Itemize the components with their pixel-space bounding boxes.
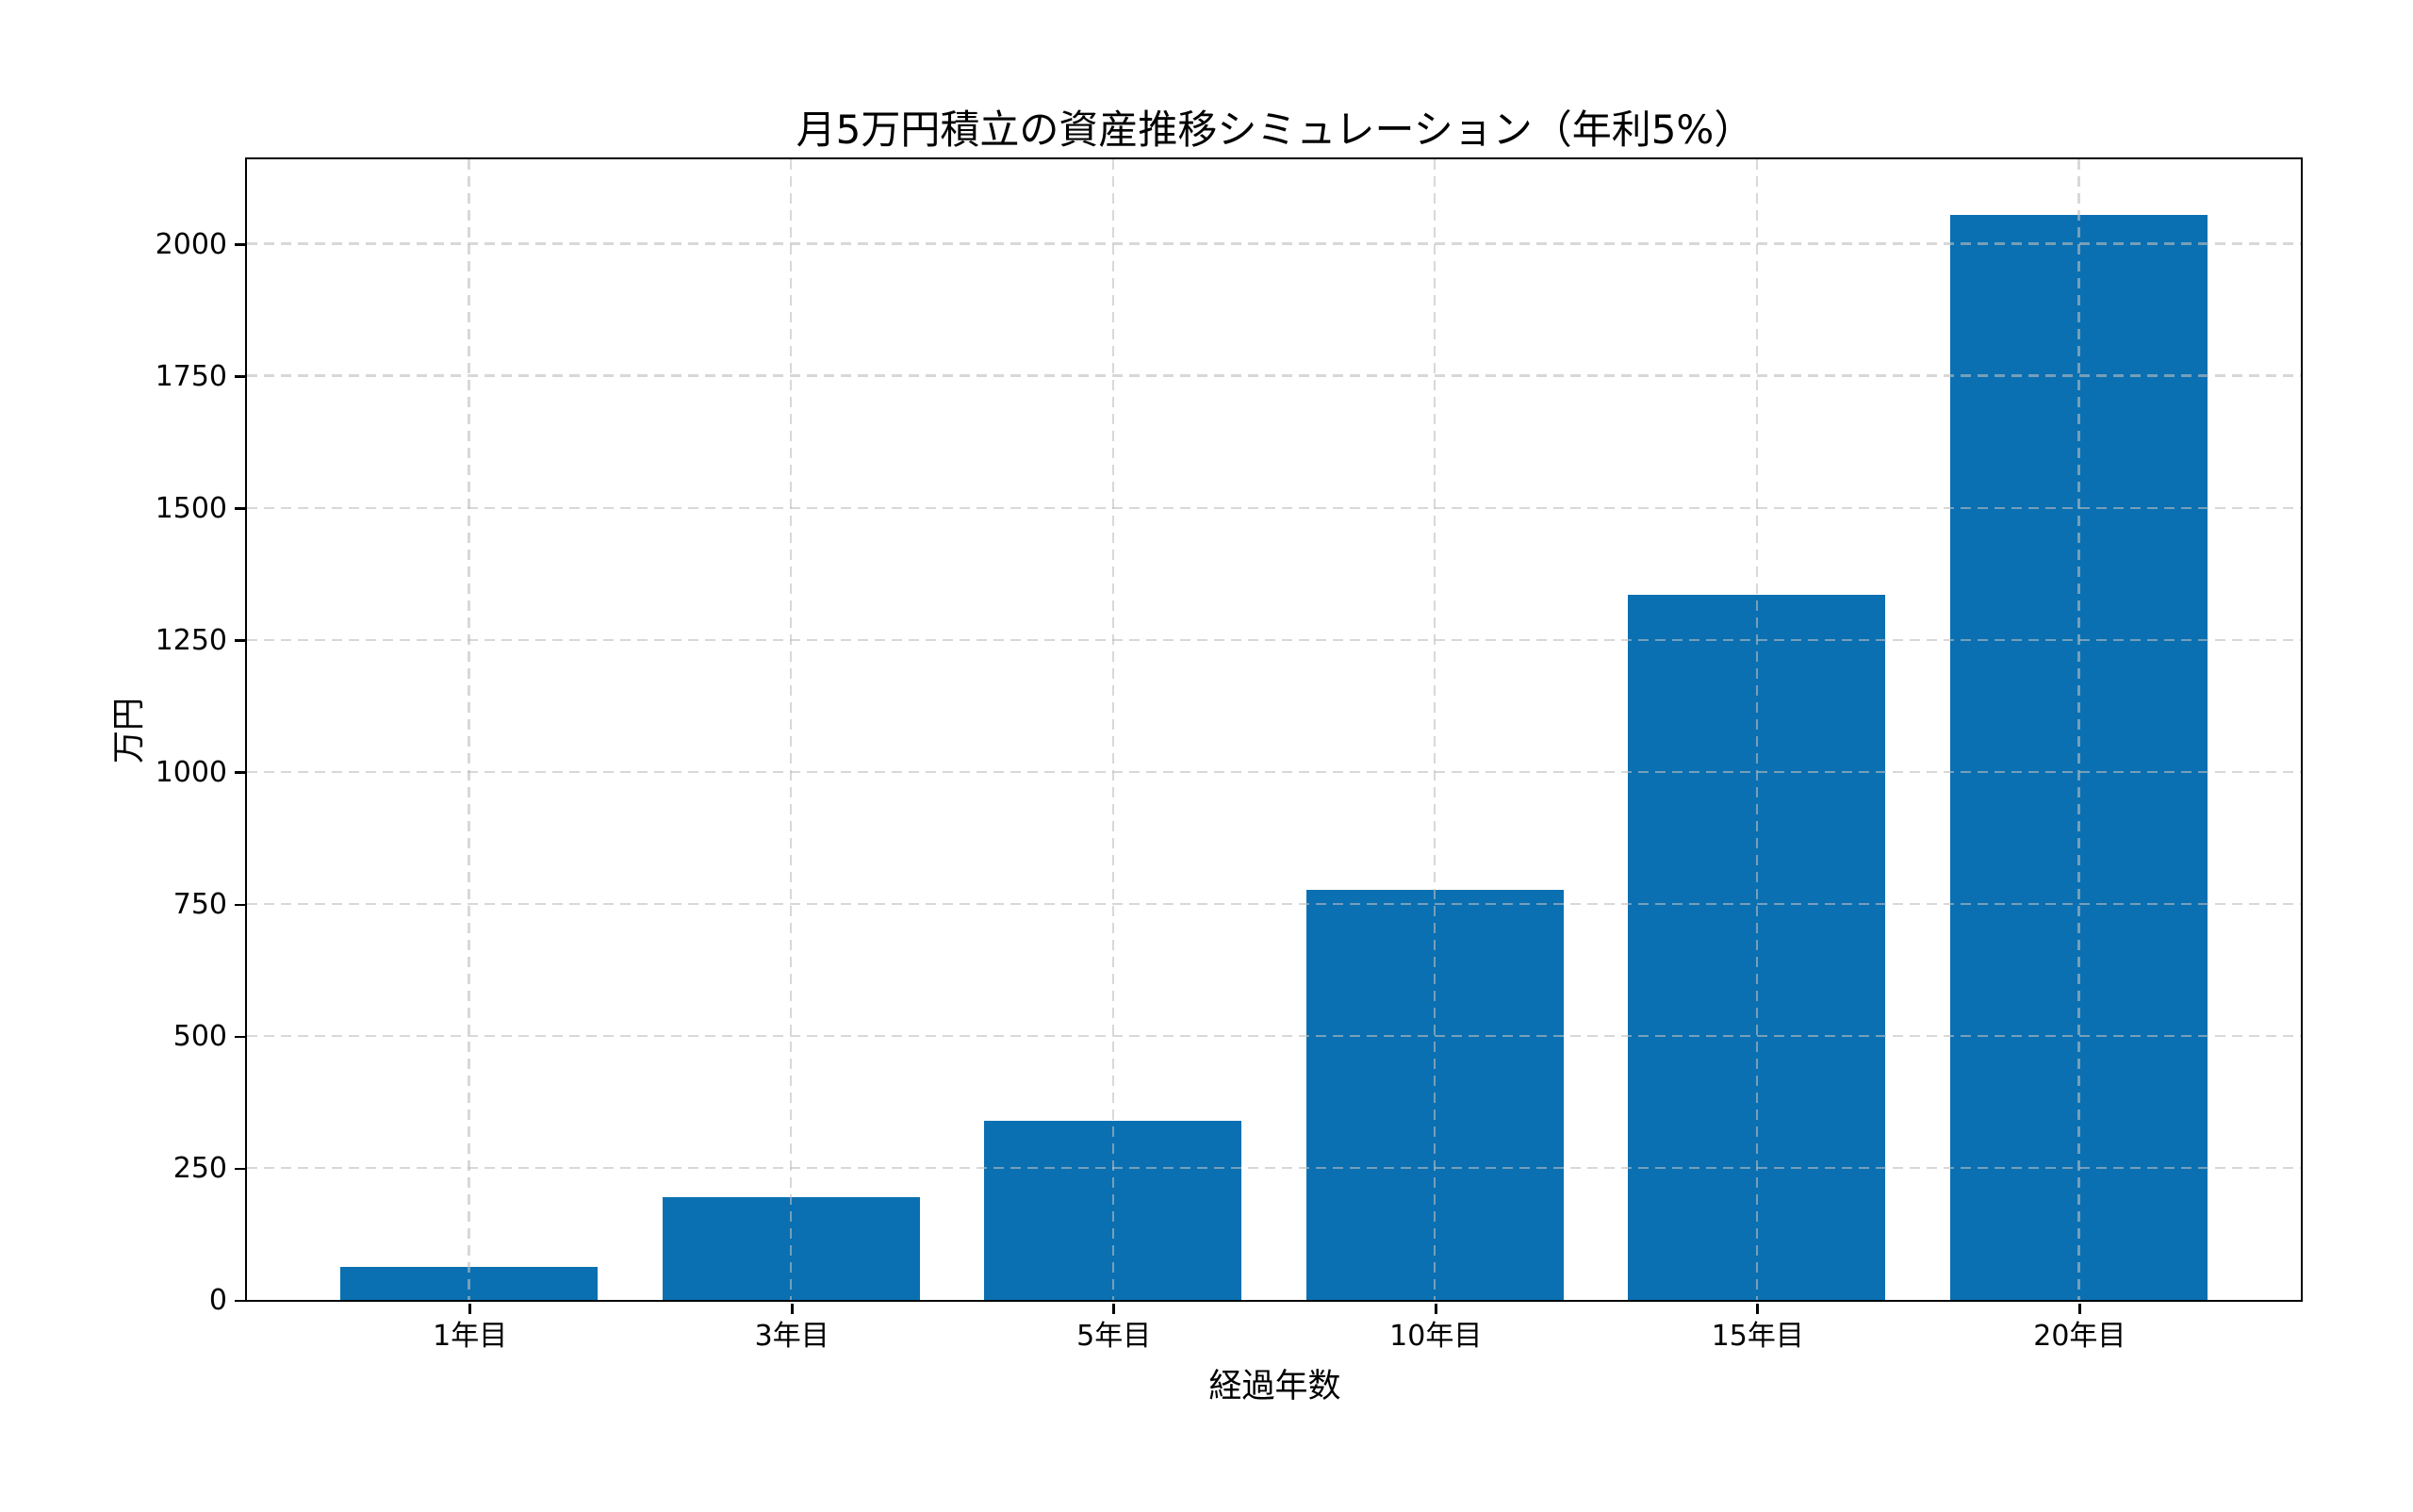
x-tick-label: 1年目 bbox=[433, 1320, 508, 1353]
gridline-horizontal bbox=[247, 506, 2301, 509]
y-tick-mark bbox=[235, 639, 245, 643]
x-tick-mark bbox=[790, 1304, 794, 1314]
x-tick-label: 20年目 bbox=[2033, 1320, 2126, 1353]
x-tick-mark bbox=[2077, 1304, 2081, 1314]
gridline-horizontal bbox=[247, 1166, 2301, 1170]
y-tick-mark bbox=[235, 375, 245, 378]
gridline-horizontal bbox=[247, 1034, 2301, 1038]
gridline-vertical bbox=[468, 159, 470, 1300]
gridline-vertical bbox=[789, 159, 793, 1300]
y-tick-mark bbox=[235, 1035, 245, 1039]
gridline-horizontal bbox=[247, 770, 2301, 773]
y-tick-mark bbox=[235, 1167, 245, 1171]
gridline-vertical bbox=[1434, 159, 1436, 1300]
gridline-horizontal bbox=[247, 374, 2301, 377]
x-tick-label: 15年目 bbox=[1711, 1320, 1804, 1353]
y-tick-mark bbox=[235, 243, 245, 246]
y-tick-label: 1000 bbox=[155, 755, 227, 789]
gridline-horizontal bbox=[247, 902, 2301, 906]
y-tick-label: 2000 bbox=[155, 227, 227, 261]
x-tick-label: 3年目 bbox=[754, 1320, 829, 1353]
y-tick-label: 1250 bbox=[155, 623, 227, 657]
y-tick-mark bbox=[235, 903, 245, 907]
x-tick-label: 10年目 bbox=[1389, 1320, 1483, 1353]
x-tick-mark bbox=[1112, 1304, 1116, 1314]
gridline-horizontal bbox=[247, 638, 2301, 641]
y-tick-label: 250 bbox=[172, 1151, 227, 1185]
gridline-horizontal bbox=[247, 242, 2301, 245]
grid-layer bbox=[247, 159, 2301, 1300]
y-tick-mark bbox=[235, 507, 245, 511]
y-tick-label: 750 bbox=[172, 887, 227, 921]
y-tick-label: 1750 bbox=[155, 359, 227, 393]
plot-area bbox=[245, 157, 2303, 1302]
x-axis-label: 経過年数 bbox=[1208, 1368, 1341, 1405]
chart-title: 月5万円積立の資産推移シミュレーション（年利5%） bbox=[796, 107, 1754, 153]
x-tick-mark bbox=[468, 1304, 471, 1314]
gridline-vertical bbox=[1111, 159, 1114, 1300]
y-axis-label: 万円 bbox=[110, 697, 149, 764]
y-tick-label: 0 bbox=[208, 1284, 227, 1317]
gridline-vertical bbox=[1755, 159, 1758, 1300]
y-tick-label: 500 bbox=[172, 1019, 227, 1053]
x-tick-mark bbox=[1434, 1304, 1437, 1314]
y-tick-mark bbox=[235, 771, 245, 775]
y-tick-mark bbox=[235, 1299, 245, 1303]
x-tick-mark bbox=[1756, 1304, 1760, 1314]
gridline-vertical bbox=[2077, 159, 2080, 1300]
x-tick-label: 5年目 bbox=[1076, 1320, 1152, 1353]
y-tick-label: 1500 bbox=[155, 491, 227, 525]
